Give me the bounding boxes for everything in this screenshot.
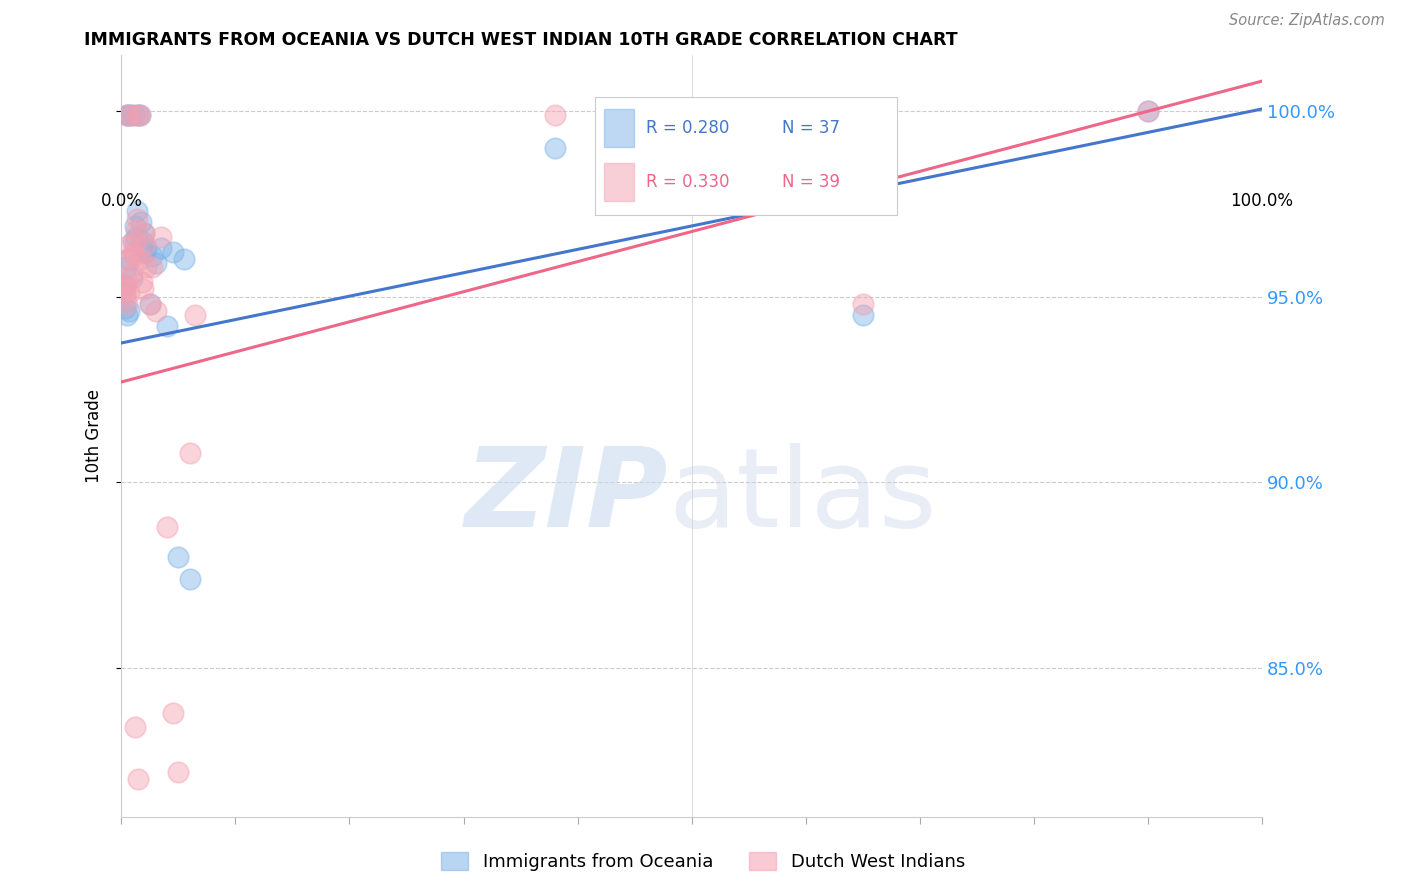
- Point: [114, 285, 136, 300]
- Point: [115, 107, 138, 121]
- Point: [134, 237, 156, 252]
- Text: atlas: atlas: [669, 443, 938, 550]
- Point: [115, 308, 138, 322]
- Point: [122, 107, 145, 121]
- Point: [117, 252, 139, 267]
- Point: [852, 297, 875, 311]
- Point: [115, 271, 138, 285]
- Point: [156, 319, 179, 334]
- Point: [114, 289, 136, 303]
- Point: [135, 260, 157, 274]
- Point: [125, 223, 148, 237]
- Point: [125, 230, 148, 244]
- Text: ZIP: ZIP: [465, 443, 669, 550]
- Point: [114, 278, 136, 293]
- Point: [118, 285, 141, 300]
- Point: [132, 282, 155, 296]
- Point: [127, 772, 149, 787]
- Point: [162, 244, 184, 259]
- Point: [135, 241, 157, 255]
- Point: [129, 215, 152, 229]
- Point: [167, 549, 190, 564]
- Point: [150, 230, 173, 244]
- Point: [114, 301, 136, 315]
- Point: [737, 107, 759, 121]
- Point: [134, 227, 156, 241]
- Point: [179, 572, 201, 586]
- Point: [127, 107, 149, 121]
- Point: [115, 260, 138, 274]
- Point: [121, 267, 143, 281]
- Point: [118, 252, 141, 267]
- Point: [131, 234, 153, 248]
- Point: [127, 211, 149, 226]
- Point: [118, 237, 141, 252]
- Text: IMMIGRANTS FROM OCEANIA VS DUTCH WEST INDIAN 10TH GRADE CORRELATION CHART: IMMIGRANTS FROM OCEANIA VS DUTCH WEST IN…: [84, 31, 957, 49]
- Text: 0.0%: 0.0%: [100, 192, 142, 210]
- Point: [134, 244, 156, 259]
- Point: [150, 241, 173, 255]
- Point: [544, 107, 567, 121]
- Point: [139, 297, 162, 311]
- Point: [118, 304, 141, 318]
- Text: Source: ZipAtlas.com: Source: ZipAtlas.com: [1229, 13, 1385, 29]
- Point: [127, 204, 149, 219]
- Point: [132, 244, 155, 259]
- Point: [139, 297, 162, 311]
- Point: [122, 249, 145, 263]
- Point: [1136, 103, 1159, 118]
- Point: [121, 244, 143, 259]
- Point: [120, 107, 142, 121]
- Point: [121, 271, 143, 285]
- Point: [127, 107, 149, 121]
- Point: [145, 304, 167, 318]
- Point: [141, 260, 163, 274]
- Point: [184, 308, 207, 322]
- Point: [115, 107, 138, 121]
- Point: [162, 706, 184, 720]
- Point: [156, 520, 179, 534]
- Point: [115, 297, 138, 311]
- Point: [128, 107, 150, 121]
- Point: [117, 107, 139, 121]
- Point: [134, 227, 156, 241]
- Point: [121, 234, 143, 248]
- Y-axis label: 10th Grade: 10th Grade: [86, 389, 103, 483]
- Point: [179, 445, 201, 459]
- Legend: Immigrants from Oceania, Dutch West Indians: Immigrants from Oceania, Dutch West Indi…: [434, 845, 972, 879]
- Point: [129, 252, 152, 267]
- Point: [1136, 103, 1159, 118]
- Point: [167, 764, 190, 779]
- Point: [544, 141, 567, 155]
- Point: [173, 252, 195, 267]
- Point: [112, 282, 135, 296]
- Point: [124, 234, 146, 248]
- Point: [141, 249, 163, 263]
- Point: [124, 720, 146, 734]
- Point: [124, 219, 146, 233]
- Point: [128, 107, 150, 121]
- Point: [131, 275, 153, 289]
- Text: 100.0%: 100.0%: [1230, 192, 1294, 210]
- Point: [145, 256, 167, 270]
- Point: [120, 107, 142, 121]
- Point: [737, 107, 759, 121]
- Point: [112, 278, 135, 293]
- Point: [852, 308, 875, 322]
